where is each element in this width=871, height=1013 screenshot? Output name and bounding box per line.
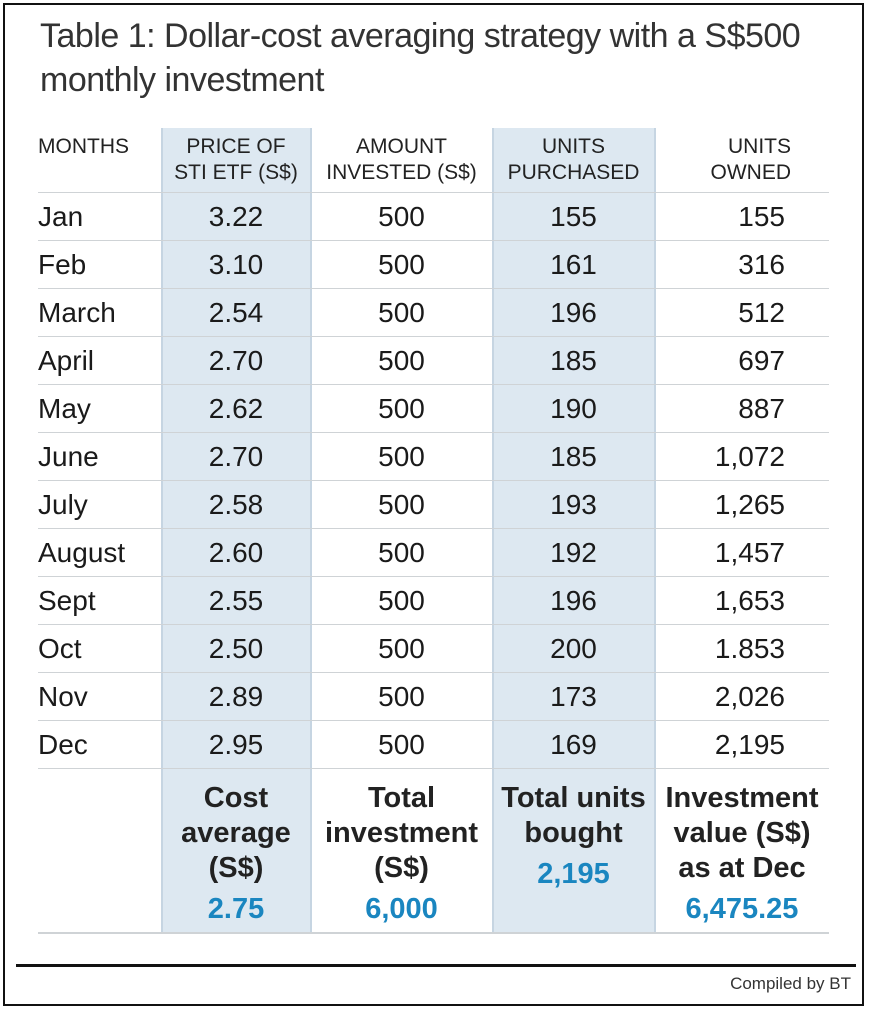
- table-row: June 2.70 500 185 1,072: [38, 432, 829, 481]
- owned-cell: 1,072: [655, 432, 829, 481]
- summary-empty-cell: [38, 768, 161, 953]
- purchased-cell: 185: [492, 432, 655, 481]
- table-row: Jan 3.22 500 155 155: [38, 192, 829, 241]
- header-amount: AMOUNT INVESTED (S$): [326, 135, 477, 184]
- purchased-cell: 193: [492, 480, 655, 529]
- table-row: Oct 2.50 500 200 1.853: [38, 624, 829, 673]
- owned-cell: 1,265: [655, 480, 829, 529]
- amount-cell: 500: [311, 432, 492, 481]
- month-cell: Oct: [38, 624, 161, 673]
- header-units-purchased: UNITS PURCHASED: [507, 135, 640, 184]
- month-cell: Dec: [38, 720, 161, 769]
- dca-table: MONTHS PRICE OF STI ETF (S$) AMOUNT INVE…: [38, 128, 829, 953]
- purchased-cell: 185: [492, 336, 655, 385]
- table-bottom-border: [38, 932, 829, 934]
- purchased-cell: 155: [492, 192, 655, 241]
- source-credit: Compiled by BT: [730, 974, 851, 993]
- amount-cell: 500: [311, 384, 492, 433]
- owned-cell: 2,026: [655, 672, 829, 721]
- price-cell: 2.89: [161, 672, 311, 721]
- table-row: Sept 2.55 500 196 1,653: [38, 576, 829, 625]
- month-cell: May: [38, 384, 161, 433]
- table-row: March 2.54 500 196 512: [38, 288, 829, 337]
- summary-cost-average: Cost average (S$) 2.75: [161, 768, 311, 953]
- purchased-cell: 169: [492, 720, 655, 769]
- month-cell: July: [38, 480, 161, 529]
- amount-cell: 500: [311, 720, 492, 769]
- owned-cell: 1.853: [655, 624, 829, 673]
- summary-total-units: Total units bought 2,195: [492, 768, 655, 953]
- owned-cell: 1,457: [655, 528, 829, 577]
- summary-investment-value: Investment value (S$) as at Dec 6,475.25: [655, 768, 829, 953]
- amount-cell: 500: [311, 480, 492, 529]
- month-cell: August: [38, 528, 161, 577]
- price-cell: 2.70: [161, 432, 311, 481]
- owned-cell: 512: [655, 288, 829, 337]
- purchased-cell: 161: [492, 240, 655, 289]
- header-months: MONTHS: [38, 135, 129, 158]
- purchased-cell: 196: [492, 576, 655, 625]
- table-row: April 2.70 500 185 697: [38, 336, 829, 385]
- purchased-cell: 200: [492, 624, 655, 673]
- price-cell: 3.22: [161, 192, 311, 241]
- price-cell: 2.55: [161, 576, 311, 625]
- purchased-cell: 192: [492, 528, 655, 577]
- header-units-owned: UNITS OWNED: [710, 135, 792, 184]
- amount-cell: 500: [311, 528, 492, 577]
- month-cell: April: [38, 336, 161, 385]
- price-cell: 2.95: [161, 720, 311, 769]
- table-row: Dec 2.95 500 169 2,195: [38, 720, 829, 769]
- owned-cell: 887: [655, 384, 829, 433]
- price-cell: 2.60: [161, 528, 311, 577]
- table-row: May 2.62 500 190 887: [38, 384, 829, 433]
- footer-rule: [16, 964, 856, 967]
- table-row: Feb 3.10 500 161 316: [38, 240, 829, 289]
- amount-cell: 500: [311, 192, 492, 241]
- owned-cell: 2,195: [655, 720, 829, 769]
- amount-cell: 500: [311, 672, 492, 721]
- price-cell: 3.10: [161, 240, 311, 289]
- month-cell: Jan: [38, 192, 161, 241]
- owned-cell: 1,653: [655, 576, 829, 625]
- owned-cell: 697: [655, 336, 829, 385]
- price-cell: 2.54: [161, 288, 311, 337]
- amount-cell: 500: [311, 624, 492, 673]
- summary-row: Cost average (S$) 2.75 Total investment …: [38, 768, 829, 953]
- purchased-cell: 173: [492, 672, 655, 721]
- table-row: Nov 2.89 500 173 2,026: [38, 672, 829, 721]
- table-row: July 2.58 500 193 1,265: [38, 480, 829, 529]
- purchased-cell: 190: [492, 384, 655, 433]
- header-price: PRICE OF STI ETF (S$): [174, 135, 298, 184]
- month-cell: Nov: [38, 672, 161, 721]
- month-cell: Feb: [38, 240, 161, 289]
- header-row: MONTHS PRICE OF STI ETF (S$) AMOUNT INVE…: [38, 128, 829, 193]
- amount-cell: 500: [311, 336, 492, 385]
- amount-cell: 500: [311, 288, 492, 337]
- price-cell: 2.62: [161, 384, 311, 433]
- month-cell: June: [38, 432, 161, 481]
- amount-cell: 500: [311, 576, 492, 625]
- amount-cell: 500: [311, 240, 492, 289]
- table-title: Table 1: Dollar-cost averaging strategy …: [40, 17, 801, 99]
- price-cell: 2.70: [161, 336, 311, 385]
- price-cell: 2.50: [161, 624, 311, 673]
- summary-total-investment: Total investment (S$) 6,000: [311, 768, 492, 953]
- month-cell: Sept: [38, 576, 161, 625]
- purchased-cell: 196: [492, 288, 655, 337]
- owned-cell: 316: [655, 240, 829, 289]
- table-frame: [3, 3, 864, 1006]
- month-cell: March: [38, 288, 161, 337]
- table-row: August 2.60 500 192 1,457: [38, 528, 829, 577]
- price-cell: 2.58: [161, 480, 311, 529]
- owned-cell: 155: [655, 192, 829, 241]
